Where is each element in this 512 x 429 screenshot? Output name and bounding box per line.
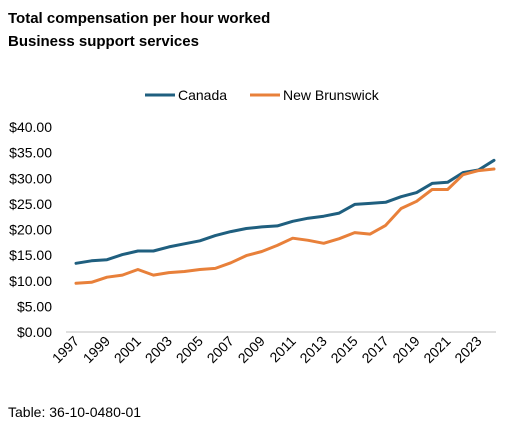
source-note: Table: 36-10-0480-01 bbox=[8, 404, 142, 420]
x-tick-label: 1999 bbox=[80, 333, 113, 366]
x-tick-label: 2013 bbox=[296, 333, 329, 366]
chart-subtitle: Business support services bbox=[8, 33, 199, 50]
x-tick-label: 2005 bbox=[173, 333, 206, 366]
legend-item-1: New Brunswick bbox=[250, 87, 380, 103]
x-tick-label: 1997 bbox=[49, 333, 82, 366]
y-tick-label: $15.00 bbox=[9, 247, 52, 263]
y-tick-label: $10.00 bbox=[9, 273, 52, 289]
y-tick-label: $30.00 bbox=[9, 170, 52, 186]
x-tick-label: 2023 bbox=[451, 333, 484, 366]
x-tick-label: 2019 bbox=[389, 333, 422, 366]
chart-title: Total compensation per hour worked bbox=[8, 10, 271, 27]
y-tick-label: $35.00 bbox=[9, 145, 52, 161]
x-tick-label: 2021 bbox=[420, 333, 453, 366]
legend-label: Canada bbox=[178, 87, 227, 103]
y-tick-label: $40.00 bbox=[9, 119, 52, 135]
x-tick-label: 2017 bbox=[358, 333, 391, 366]
x-tick-label: 2007 bbox=[204, 333, 237, 366]
y-tick-label: $0.00 bbox=[17, 324, 52, 340]
y-tick-label: $25.00 bbox=[9, 196, 52, 212]
legend: Canada New Brunswick bbox=[145, 87, 380, 103]
x-axis-ticks: 1997199920012003200520072009201120132015… bbox=[49, 333, 485, 366]
series-lines bbox=[74, 158, 496, 285]
series-line-0 bbox=[74, 158, 496, 265]
y-tick-label: $20.00 bbox=[9, 222, 52, 238]
series-line-1 bbox=[74, 167, 496, 285]
x-tick-label: 2011 bbox=[266, 333, 299, 366]
x-tick-label: 2001 bbox=[111, 333, 144, 366]
legend-label: New Brunswick bbox=[283, 87, 380, 103]
x-tick-label: 2015 bbox=[327, 333, 360, 366]
x-tick-label: 2009 bbox=[235, 333, 268, 366]
x-tick-label: 2003 bbox=[142, 333, 175, 366]
y-axis-ticks: $0.00 $5.00 $10.00 $15.00 $20.00 $25.00 $30.00… bbox=[9, 119, 52, 340]
y-tick-label: $5.00 bbox=[17, 298, 52, 314]
legend-item-0: Canada bbox=[145, 87, 227, 103]
